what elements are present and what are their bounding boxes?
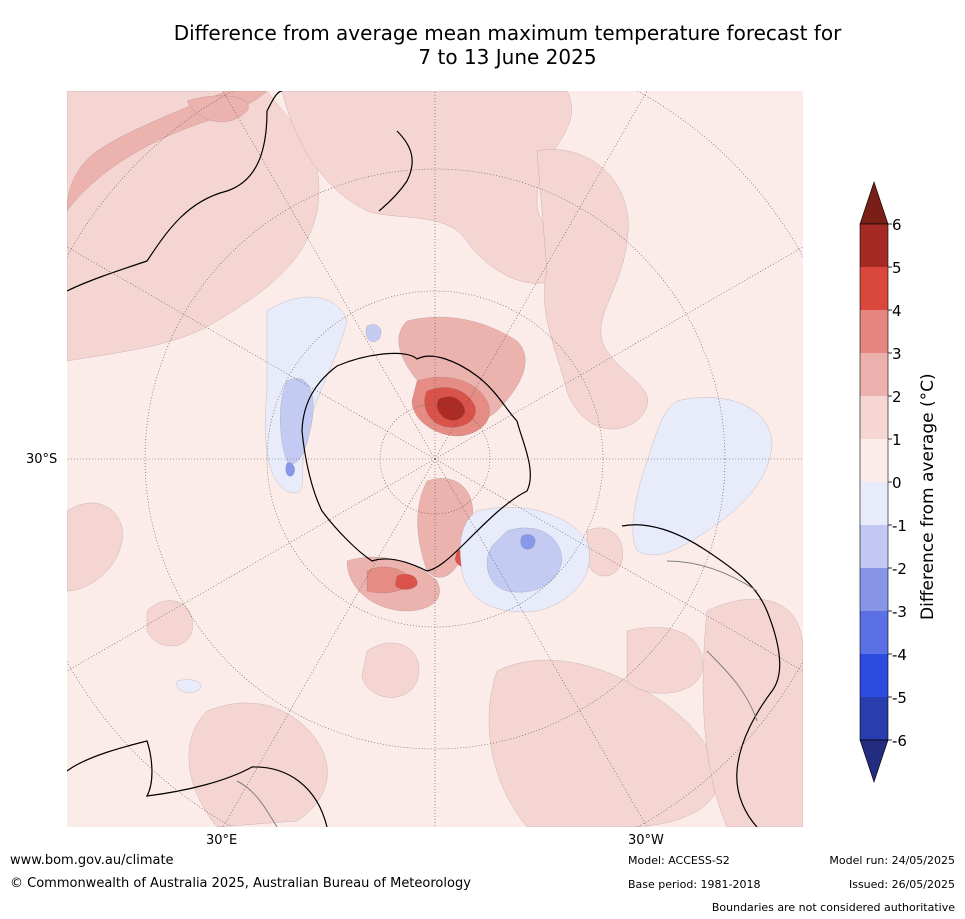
colorbar-tick-label: 6 xyxy=(892,216,902,234)
colorbar-segment xyxy=(860,353,888,396)
colorbar-segment xyxy=(860,482,888,525)
colorbar-tick-label: 0 xyxy=(892,474,902,492)
colorbar: 6 5 4 3 2 1 0 -1 -2 -3 -4 -5 -6 xyxy=(850,180,965,790)
colorbar-tick-label: 5 xyxy=(892,259,902,277)
map-title: Difference from average mean maximum tem… xyxy=(60,21,955,69)
copyright-text: © Commonwealth of Australia 2025, Austra… xyxy=(10,876,471,891)
colorbar-segment xyxy=(860,439,888,482)
colorbar-label: Difference from average (°C) xyxy=(918,373,938,620)
colorbar-tick-label: -1 xyxy=(892,517,907,535)
graticule xyxy=(67,91,803,827)
colorbar-tick-label: 2 xyxy=(892,388,902,406)
colorbar-segment xyxy=(860,224,888,267)
colorbar-tick-label: -2 xyxy=(892,560,907,578)
colorbar-segment xyxy=(860,697,888,740)
colorbar-svg: 6 5 4 3 2 1 0 -1 -2 -3 -4 -5 -6 xyxy=(859,181,907,783)
anomaly-minus-2-regions xyxy=(280,324,563,593)
model-text: Model: ACCESS-S2 xyxy=(628,854,730,867)
longitude-label-30e: 30°E xyxy=(206,833,238,848)
colorbar-segment xyxy=(860,267,888,310)
anomaly-plus-1-regions xyxy=(67,91,803,827)
anomaly-plus-5-regions xyxy=(436,396,466,421)
colorbar-segment xyxy=(860,310,888,353)
title-line-1: Difference from average mean maximum tem… xyxy=(173,21,842,45)
longitude-label-30w: 30°W xyxy=(628,833,664,848)
colorbar-over-arrow xyxy=(859,181,889,225)
coastlines xyxy=(67,91,781,827)
base-period-text: Base period: 1981-2018 xyxy=(628,878,761,891)
colorbar-tick-label: 1 xyxy=(892,431,902,449)
forecast-map xyxy=(67,91,803,827)
colorbar-tick-label: -5 xyxy=(892,689,907,707)
latitude-label-30s: 30°S xyxy=(26,452,58,467)
political-borders xyxy=(236,560,758,827)
colorbar-tick-label: 4 xyxy=(892,302,902,320)
colorbar-segment xyxy=(860,611,888,654)
title-line-2: 7 to 13 June 2025 xyxy=(418,45,597,69)
colorbar-tick-label: -4 xyxy=(892,646,907,664)
colorbar-tick-label: -6 xyxy=(892,732,907,750)
map-svg xyxy=(67,91,803,827)
anomaly-minus-3-regions xyxy=(285,462,536,550)
colorbar-segment xyxy=(860,525,888,568)
colorbar-segment xyxy=(860,568,888,611)
website-link[interactable]: www.bom.gov.au/climate xyxy=(10,853,174,868)
colorbar-tick-label: -3 xyxy=(892,603,907,621)
colorbar-tick-label: 3 xyxy=(892,345,902,363)
colorbar-segment xyxy=(860,654,888,697)
issued-text: Issued: 26/05/2025 xyxy=(848,878,955,891)
colorbar-segment xyxy=(860,396,888,439)
disclaimer-text: Boundaries are not considered authoritat… xyxy=(711,901,955,914)
model-run-text: Model run: 24/05/2025 xyxy=(829,854,955,867)
colorbar-under-arrow xyxy=(859,739,889,783)
